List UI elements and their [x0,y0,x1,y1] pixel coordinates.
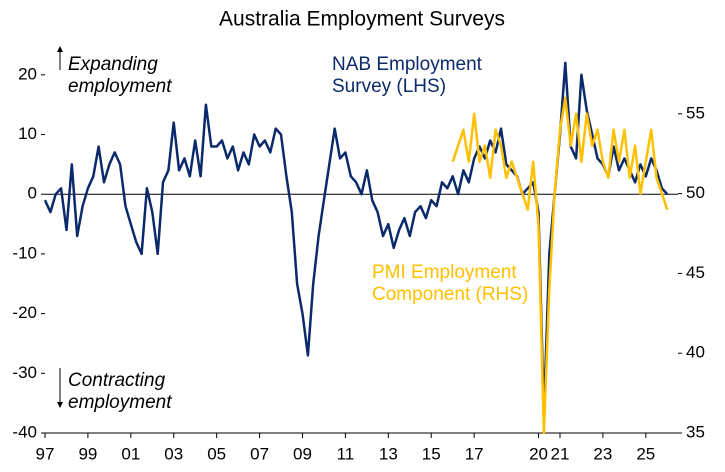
x-tick-label: 09 [293,444,312,463]
x-tick-label: 03 [164,444,183,463]
y-tick-label: 10 [18,124,37,143]
y2-tick-label: 35 [686,422,705,441]
y-tick-label: -10 [12,243,37,262]
x-tick-label: 99 [78,444,97,463]
arrow-down-head [57,402,63,408]
y2-tick-label: 50 [686,183,705,202]
chart-title: Australia Employment Surveys [219,8,505,31]
x-tick-label: 20 [529,444,548,463]
legend-label: NAB Employment Survey (LHS) [332,54,482,97]
x-tick-label: 05 [207,444,226,463]
x-tick-label: 15 [422,444,441,463]
series-line [43,61,669,417]
y-tick-label: 20 [18,64,37,83]
x-tick-label: 13 [379,444,398,463]
x-tick-label: 07 [250,444,269,463]
x-tick-label: 97 [36,444,55,463]
annotation: Contracting employment [68,370,172,413]
x-tick-label: 23 [593,444,612,463]
annotation: Expanding employment [68,54,172,97]
y2-tick-label: 55 [686,103,705,122]
legend-label: PMI Employment Component (RHS) [372,262,529,305]
x-tick-label: 01 [121,444,140,463]
y-tick-label: -20 [12,303,37,322]
series-line [451,96,669,435]
y-tick-label: -40 [12,422,37,441]
x-tick-label: 21 [551,444,570,463]
x-tick-label: 25 [636,444,655,463]
y-tick-label: 0 [28,184,37,203]
x-tick-label: 17 [465,444,484,463]
y-tick-label: -30 [12,363,37,382]
arrow-up-head [57,46,63,52]
x-tick-label: 11 [337,444,355,463]
y2-tick-label: 40 [686,343,705,362]
y2-tick-label: 45 [686,263,705,282]
